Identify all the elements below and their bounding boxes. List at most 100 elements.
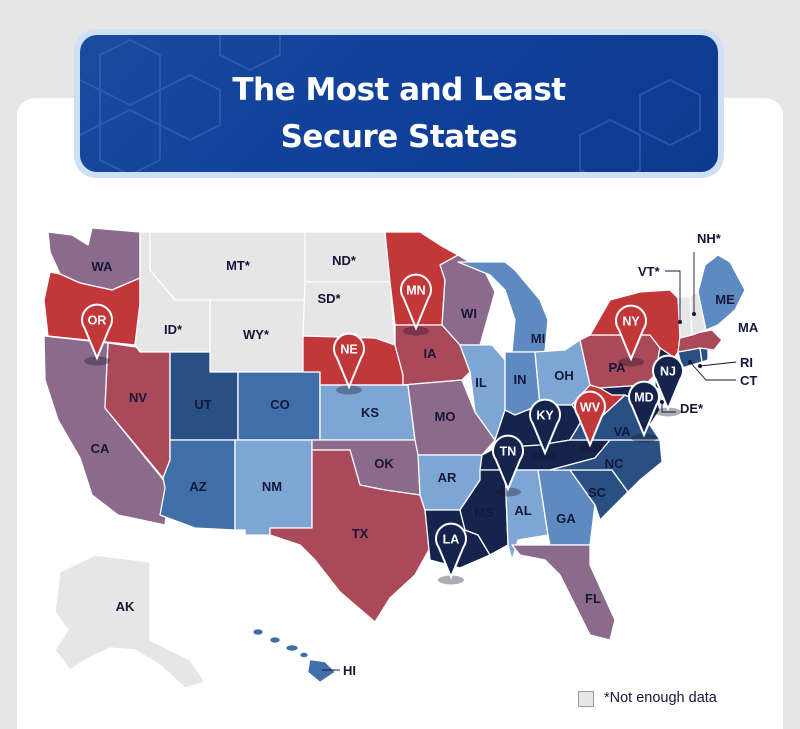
state-label-al: AL bbox=[514, 503, 531, 518]
state-label-fl: FL bbox=[585, 591, 601, 606]
pin-label-or: OR bbox=[88, 314, 107, 328]
state-label-hi: HI bbox=[343, 663, 356, 678]
state-label-oh: OH bbox=[554, 368, 574, 383]
leader-lines bbox=[322, 252, 737, 671]
pin-label-nj: NJ bbox=[660, 365, 676, 379]
state-fl[interactable] bbox=[511, 544, 616, 641]
state-label-ok: OK bbox=[374, 456, 394, 471]
state-label-vt: VT* bbox=[638, 264, 661, 279]
state-label-ia: IA bbox=[424, 346, 438, 361]
map-pin-icon bbox=[492, 434, 524, 492]
pin-label-mn: MN bbox=[406, 284, 425, 298]
state-label-ri: RI bbox=[740, 355, 753, 370]
state-label-ma: MA bbox=[738, 320, 759, 335]
pin-nj[interactable]: NJ bbox=[652, 354, 684, 417]
state-label-ca: CA bbox=[91, 441, 110, 456]
state-label-il: IL bbox=[475, 375, 487, 390]
state-label-tx: TX bbox=[352, 526, 369, 541]
pin-label-ne: NE bbox=[340, 343, 357, 357]
state-label-mo: MO bbox=[435, 409, 456, 424]
page-title: The Most and Least Secure States bbox=[80, 67, 718, 161]
state-label-nh: NH* bbox=[697, 231, 722, 246]
pin-shadow bbox=[618, 357, 644, 367]
map-pin-icon bbox=[81, 303, 113, 361]
title-banner-background: The Most and Least Secure States bbox=[80, 35, 718, 172]
state-me[interactable] bbox=[697, 254, 746, 331]
pin-ny[interactable]: NY bbox=[615, 304, 647, 367]
pin-tn[interactable]: TN bbox=[492, 434, 524, 497]
state-label-id: ID* bbox=[164, 322, 183, 337]
pin-mn[interactable]: MN bbox=[400, 273, 432, 336]
state-label-pa: PA bbox=[608, 360, 626, 375]
pin-label-wv: WV bbox=[580, 401, 601, 415]
state-mi[interactable] bbox=[457, 261, 549, 353]
pin-shadow bbox=[532, 451, 558, 461]
map-pin-icon bbox=[333, 332, 365, 390]
pin-wv[interactable]: WV bbox=[574, 390, 606, 453]
state-label-ar: AR bbox=[438, 470, 457, 485]
state-labels: WA CA NV ID* MT* WY* UT CO AZ NM ND* SD* KS OK TX IA MO A… bbox=[91, 231, 759, 678]
state-tx[interactable] bbox=[269, 449, 431, 623]
state-pins: OR NE MN NY WV NJ MD KY TN LA bbox=[81, 273, 684, 585]
state-label-va: VA bbox=[613, 424, 631, 439]
pin-shadow bbox=[631, 433, 657, 443]
state-label-sc: SC bbox=[588, 485, 607, 500]
pin-ky[interactable]: KY bbox=[529, 398, 561, 461]
state-label-nd: ND* bbox=[332, 253, 357, 268]
map-pin-icon bbox=[652, 354, 684, 412]
pin-label-md: MD bbox=[634, 391, 653, 405]
state-label-nm: NM bbox=[262, 479, 282, 494]
state-ri[interactable] bbox=[699, 347, 709, 363]
pin-shadow bbox=[84, 356, 110, 366]
state-label-nc: NC bbox=[605, 456, 624, 471]
state-label-sd: SD* bbox=[317, 291, 341, 306]
pin-label-tn: TN bbox=[500, 445, 517, 459]
state-label-wa: WA bbox=[92, 259, 114, 274]
legend-swatch bbox=[578, 691, 594, 707]
state-label-az: AZ bbox=[189, 479, 206, 494]
pin-ne[interactable]: NE bbox=[333, 332, 365, 395]
state-label-wi: WI bbox=[461, 306, 477, 321]
title-banner: The Most and Least Secure States bbox=[74, 29, 724, 178]
pin-label-ky: KY bbox=[536, 409, 554, 423]
state-hi[interactable] bbox=[252, 628, 336, 683]
state-label-mt: MT* bbox=[226, 258, 251, 273]
state-label-mi: MI bbox=[531, 331, 545, 346]
state-label-me: ME bbox=[715, 292, 735, 307]
pin-md[interactable]: MD bbox=[628, 380, 660, 443]
state-label-ct: CT bbox=[740, 373, 757, 388]
state-label-in: IN bbox=[514, 372, 527, 387]
pin-la[interactable]: LA bbox=[435, 522, 467, 585]
state-label-ks: KS bbox=[361, 405, 379, 420]
map-pin-icon bbox=[615, 304, 647, 362]
state-label-ga: GA bbox=[556, 511, 576, 526]
pin-shadow bbox=[336, 385, 362, 395]
legend-label: *Not enough data bbox=[604, 690, 717, 706]
state-label-ut: UT bbox=[194, 397, 211, 412]
hexagon-pattern bbox=[80, 35, 701, 172]
state-label-nv: NV bbox=[129, 390, 147, 405]
map-pin-icon bbox=[400, 273, 432, 331]
pin-or[interactable]: OR bbox=[81, 303, 113, 366]
pin-shadow bbox=[495, 487, 521, 497]
state-label-de: DE* bbox=[680, 401, 704, 416]
state-ak[interactable] bbox=[54, 554, 206, 689]
pin-shadow bbox=[403, 326, 429, 336]
state-label-wy: WY* bbox=[243, 327, 270, 342]
title-line-2: Secure States bbox=[280, 119, 518, 155]
pin-shadow bbox=[577, 443, 603, 453]
map-pin-icon bbox=[529, 398, 561, 456]
state-label-ak: AK bbox=[116, 599, 135, 614]
title-line-1: The Most and Least bbox=[232, 72, 566, 108]
pin-shadow bbox=[438, 575, 464, 585]
pin-shadow bbox=[655, 407, 681, 417]
map-pin-icon bbox=[574, 390, 606, 448]
pin-label-la: LA bbox=[443, 533, 460, 547]
state-label-co: CO bbox=[270, 397, 290, 412]
state-label-ms: MS bbox=[474, 505, 494, 520]
map-pin-icon bbox=[628, 380, 660, 438]
pin-label-ny: NY bbox=[622, 315, 640, 329]
map-pin-icon bbox=[435, 522, 467, 580]
state-nc[interactable] bbox=[549, 439, 663, 493]
